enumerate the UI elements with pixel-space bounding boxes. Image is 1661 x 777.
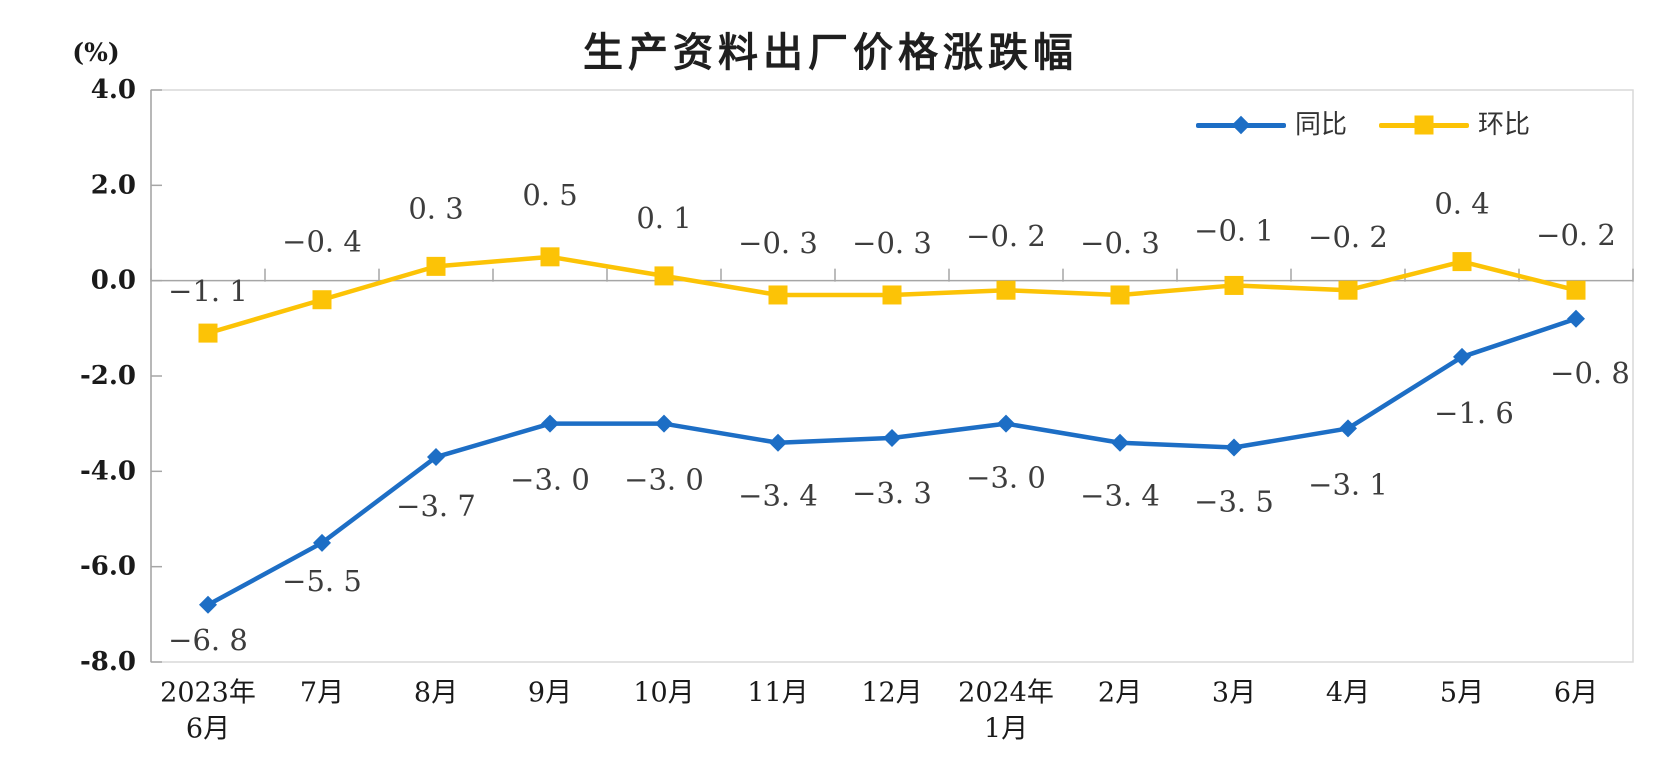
data-point-label: −0. 3: [852, 226, 932, 260]
square-marker-icon: [1414, 115, 1434, 135]
y-axis-tick-label: -4.0: [80, 456, 136, 486]
data-point-square: [1566, 280, 1586, 300]
data-point-label: −3. 0: [966, 461, 1046, 495]
data-point-label: −0. 4: [282, 225, 362, 259]
y-axis-unit-label: (%): [72, 38, 120, 67]
data-point-label: −3. 5: [1194, 485, 1274, 519]
data-point-label: −3. 0: [624, 463, 704, 497]
data-point-label: −0. 2: [966, 219, 1046, 253]
chart-title: 生产资料出厂价格涨跌幅: [583, 31, 1078, 75]
data-point-label: −3. 4: [1080, 479, 1160, 513]
huanbi-line-sample: [1379, 115, 1470, 135]
x-axis-tick-label: 2024年: [958, 678, 1054, 709]
diamond-marker-icon: [1231, 115, 1251, 135]
data-point-label: −0. 2: [1308, 220, 1388, 254]
chart-legend: 同比 环比: [1196, 112, 1530, 138]
data-point-label: −3. 3: [852, 476, 932, 510]
series-line-同比: [205, 316, 1579, 608]
data-point-square: [996, 280, 1016, 300]
data-point-label: 0. 4: [1434, 187, 1489, 221]
data-point-label: 0. 5: [522, 178, 577, 212]
y-axis-tick-label: 2.0: [91, 170, 136, 200]
data-point-label: −5. 5: [282, 564, 362, 598]
data-point-square: [882, 285, 902, 305]
x-axis-tick-label: 9月: [528, 678, 572, 709]
data-point-diamond: [655, 414, 673, 433]
data-point-diamond: [1339, 419, 1357, 438]
x-axis-tick-label: 6月: [186, 714, 230, 745]
tongbi-line-sample: [1196, 115, 1286, 135]
x-axis-tick-label: 7月: [300, 678, 344, 709]
data-point-label: −6. 8: [168, 623, 248, 657]
legend-label-huanbi: 环比: [1478, 110, 1531, 140]
y-axis-tick-label: 4.0: [91, 75, 136, 105]
data-point-label: −0. 3: [1080, 226, 1160, 260]
data-point-diamond: [541, 414, 559, 433]
x-axis-tick-label: 10月: [633, 678, 694, 709]
data-point-square: [312, 290, 332, 310]
y-axis-tick-label: 0.0: [91, 266, 136, 296]
data-point-diamond: [769, 433, 787, 452]
data-point-label: −0. 3: [738, 226, 818, 260]
data-point-diamond: [883, 428, 901, 447]
data-point-square: [654, 266, 674, 286]
data-point-label: −3. 7: [396, 489, 476, 523]
data-point-diamond: [1567, 309, 1585, 328]
data-point-label: −3. 0: [510, 463, 590, 497]
data-point-square: [1338, 280, 1358, 300]
data-point-square: [198, 323, 218, 343]
x-axis-tick-label: 2月: [1098, 678, 1142, 709]
data-point-diamond: [1453, 347, 1471, 366]
y-axis-tick-label: -8.0: [80, 647, 136, 677]
data-point-label: 0. 1: [636, 201, 691, 235]
x-axis-tick-label: 4月: [1326, 678, 1370, 709]
plot-area-border: [150, 89, 1634, 663]
legend-item-huanbi: 环比: [1379, 112, 1530, 138]
x-axis-tick-label: 5月: [1440, 678, 1484, 709]
data-point-label: −0. 1: [1194, 213, 1274, 247]
x-axis-tick-label: 3月: [1212, 678, 1256, 709]
data-point-label: −0. 2: [1536, 218, 1616, 252]
x-axis-tick-label: 12月: [861, 678, 922, 709]
data-point-label: −3. 4: [738, 479, 818, 513]
data-point-label: −1. 1: [168, 274, 248, 308]
data-point-square: [426, 256, 446, 276]
data-point-diamond: [313, 533, 331, 552]
data-point-square: [768, 285, 788, 305]
data-point-square: [540, 247, 560, 267]
data-point-label: −0. 8: [1550, 356, 1630, 390]
data-point-label: −1. 6: [1434, 396, 1514, 430]
y-axis-tick-label: -2.0: [80, 361, 136, 391]
data-point-label: 0. 3: [408, 191, 463, 225]
x-axis-tick-label: 1月: [984, 714, 1028, 745]
x-axis-tick-label: 6月: [1554, 678, 1598, 709]
data-point-square: [1452, 252, 1472, 272]
data-point-diamond: [997, 414, 1015, 433]
data-point-diamond: [1225, 438, 1243, 457]
data-point-diamond: [427, 448, 445, 467]
x-axis-tick-label: 2023年: [160, 678, 256, 709]
data-point-diamond: [199, 595, 217, 614]
data-point-square: [1224, 275, 1244, 295]
data-point-label: −3. 1: [1308, 467, 1388, 501]
data-point-diamond: [1111, 433, 1129, 452]
x-axis-tick-label: 8月: [414, 678, 458, 709]
y-axis-tick-label: -6.0: [80, 552, 136, 582]
data-point-square: [1110, 285, 1130, 305]
legend-item-tongbi: 同比: [1196, 112, 1347, 138]
x-axis-tick-label: 11月: [747, 678, 808, 709]
legend-label-tongbi: 同比: [1295, 110, 1348, 140]
